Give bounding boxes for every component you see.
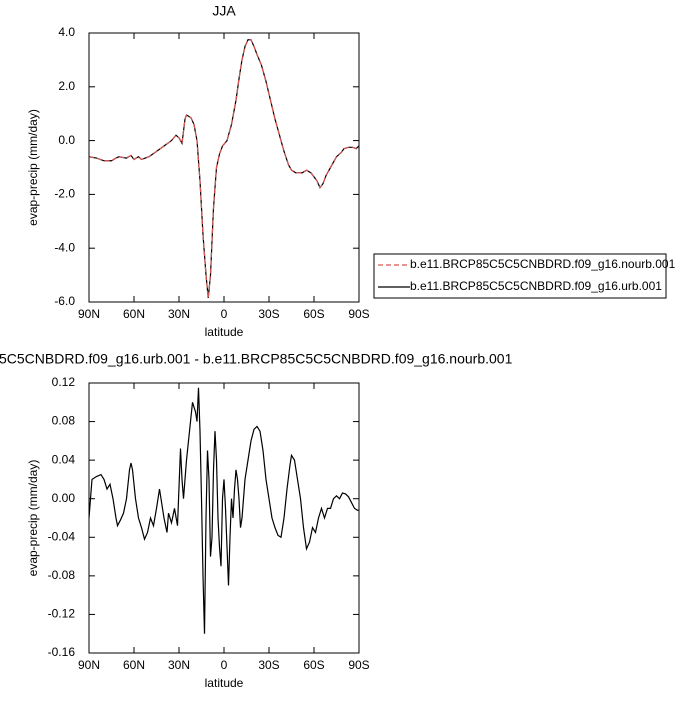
x-tick-label: 90N <box>78 658 100 672</box>
chart-title: 5C5CNBDRD.f09_g16.urb.001 - b.e11.BRCP85… <box>0 351 513 367</box>
x-tick-label: 90S <box>348 658 369 672</box>
legend-label: b.e11.BRCP85C5C5CNBDRD.f09_g16.nourb.001 <box>410 257 676 271</box>
y-tick-label: -2.0 <box>54 187 75 201</box>
y-tick-label: 0.12 <box>52 375 76 389</box>
y-tick-label: -6.0 <box>54 294 75 308</box>
y-tick-label: 0.08 <box>52 414 76 428</box>
x-tick-label: 60N <box>123 307 145 321</box>
x-tick-label: 0 <box>221 658 228 672</box>
x-tick-label: 90S <box>348 307 369 321</box>
legend-label: b.e11.BRCP85C5C5CNBDRD.f09_g16.urb.001 <box>410 279 662 293</box>
plot-frame <box>88 382 360 654</box>
chart-title: JJA <box>212 3 236 19</box>
y-tick-label: 2.0 <box>58 79 75 93</box>
x-tick-label: 60N <box>123 658 145 672</box>
y-tick-label: 4.0 <box>58 25 75 39</box>
x-axis-label: latitude <box>205 676 244 690</box>
y-tick-label: -0.12 <box>48 607 76 621</box>
plot-area <box>89 387 359 634</box>
x-tick-label: 60S <box>303 658 324 672</box>
data-line <box>89 387 359 634</box>
y-tick-label: -4.0 <box>54 240 75 254</box>
y-tick-label: -0.08 <box>48 568 76 582</box>
y-tick-label: 0.00 <box>52 491 76 505</box>
x-tick-label: 60S <box>303 307 324 321</box>
x-tick-label: 30S <box>258 658 279 672</box>
y-tick-label: 0.04 <box>52 452 76 466</box>
x-tick-label: 90N <box>78 307 100 321</box>
data-line <box>89 39 359 299</box>
y-axis-label: evap-precip (mm/day) <box>26 460 40 577</box>
y-tick-label: 0.0 <box>58 133 75 147</box>
plot-area <box>89 39 359 299</box>
legend-box <box>373 253 667 299</box>
data-line <box>89 39 359 299</box>
y-axis-label: evap-precip (mm/day) <box>26 109 40 226</box>
x-tick-label: 30N <box>168 307 190 321</box>
x-tick-label: 30S <box>258 307 279 321</box>
y-tick-label: -0.04 <box>48 529 76 543</box>
plot-frame <box>88 32 360 303</box>
x-axis-label: latitude <box>205 325 244 339</box>
y-tick-label: -0.16 <box>48 645 76 659</box>
x-tick-label: 0 <box>221 307 228 321</box>
x-tick-label: 30N <box>168 658 190 672</box>
